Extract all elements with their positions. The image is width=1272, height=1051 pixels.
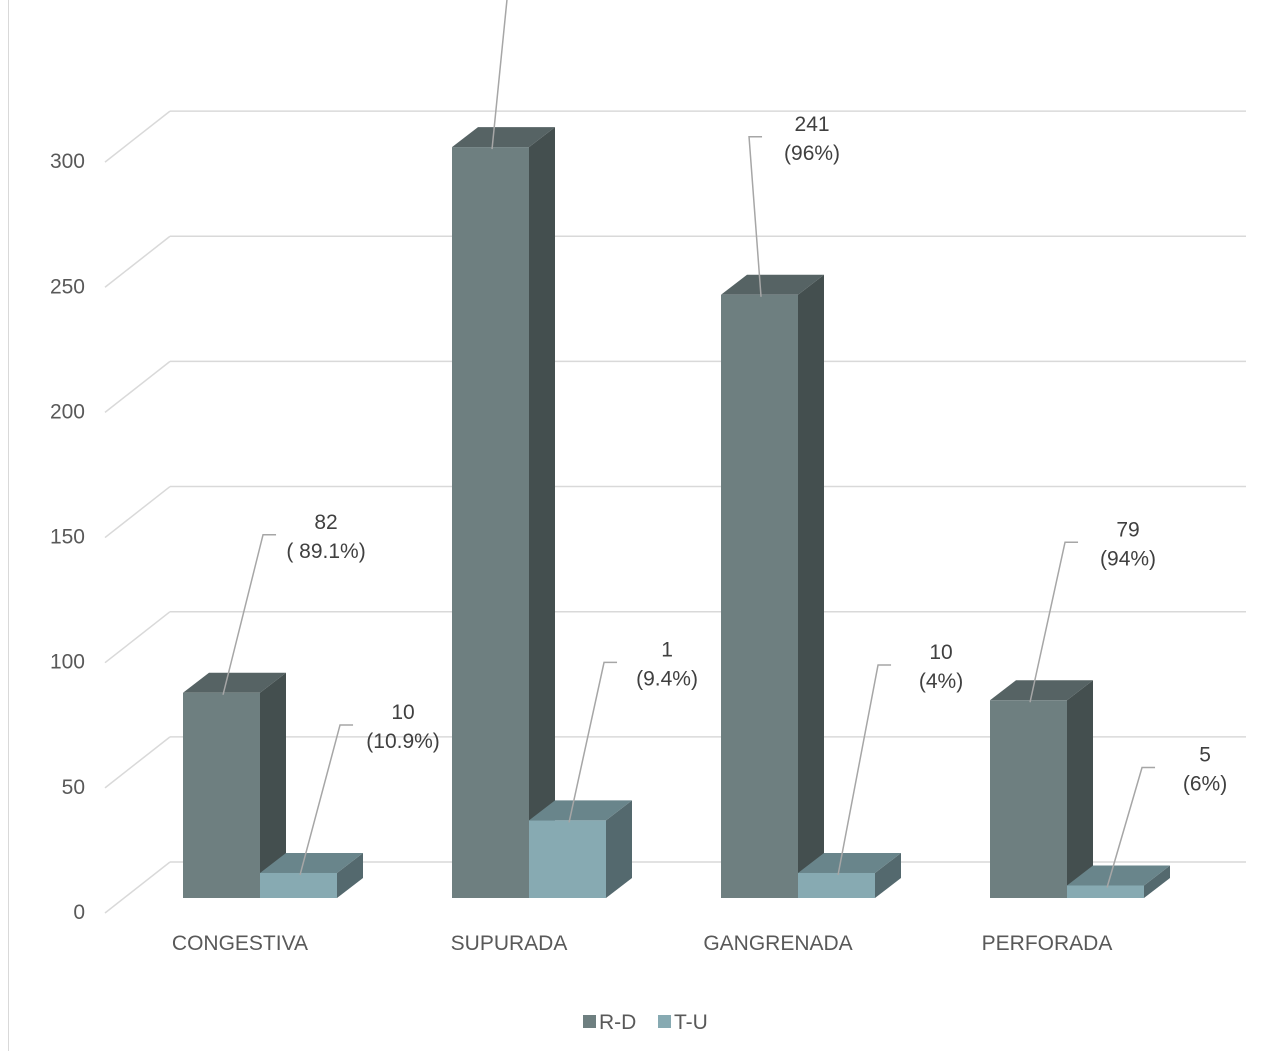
- bar-t-u-congestiva: [260, 872, 337, 898]
- legend-swatch-t-u: [658, 1015, 671, 1028]
- data-label-percent: (10.9%): [366, 730, 440, 753]
- bar-t-u-perforada: [1067, 885, 1144, 898]
- gridline-side-50: [104, 736, 171, 789]
- data-label-percent: (6%): [1183, 772, 1227, 795]
- gridline-side-0: [104, 861, 171, 914]
- data-label-leader: [1029, 541, 1079, 703]
- data-label-leader: [837, 664, 892, 876]
- data-label-value: 241: [795, 113, 830, 136]
- gridline-side-200: [104, 360, 171, 413]
- y-tick-label: 250: [50, 275, 85, 298]
- bar-top-r-d-congestiva: [183, 672, 286, 693]
- bar-side-t-u-perforada: [1144, 865, 1170, 898]
- bar-r-d-gangrenada: [721, 294, 798, 899]
- y-tick-label: 100: [50, 651, 85, 674]
- bar-side-r-d-perforada: [1067, 680, 1093, 898]
- y-tick-label: 50: [62, 776, 85, 799]
- y-tick-label: 200: [50, 400, 85, 423]
- bar-side-t-u-supurada: [606, 800, 632, 898]
- bar-r-d-congestiva: [183, 692, 260, 898]
- bar-side-t-u-gangrenada: [875, 852, 901, 898]
- data-label-value: 82: [314, 511, 337, 534]
- data-label-percent: ( 89.1%): [286, 540, 365, 563]
- x-tick-label: PERFORADA: [982, 932, 1113, 955]
- gridline-side-300: [104, 110, 171, 163]
- bar-top-r-d-supurada: [452, 127, 555, 148]
- data-label-value: 10: [929, 641, 952, 664]
- data-label-percent: (94%): [1100, 547, 1156, 570]
- data-label-leader: [222, 534, 277, 695]
- bar-side-r-d-gangrenada: [798, 274, 824, 899]
- data-label-leader: [491, 0, 508, 150]
- y-tick-label: 0: [73, 901, 85, 924]
- legend-label-t-u: T-U: [674, 1011, 708, 1034]
- data-label-leader: [299, 724, 354, 876]
- bar-side-r-d-supurada: [529, 127, 555, 899]
- y-tick-label: 150: [50, 526, 85, 549]
- legend-swatch-r-d: [583, 1015, 596, 1028]
- x-tick-label: CONGESTIVA: [172, 932, 308, 955]
- bar-top-r-d-gangrenada: [721, 274, 824, 295]
- x-tick-label: GANGRENADA: [703, 932, 852, 955]
- bar-side-r-d-congestiva: [260, 672, 286, 898]
- data-label-leader: [1106, 766, 1156, 888]
- bar-t-u-supurada: [529, 820, 606, 898]
- bar-top-t-u-perforada: [1067, 865, 1170, 886]
- data-label-leader: [568, 661, 618, 823]
- data-label-value: 1: [661, 638, 673, 661]
- data-label-leader: [748, 136, 763, 297]
- bar-top-r-d-perforada: [990, 680, 1093, 701]
- gridline-side-100: [104, 611, 171, 664]
- gridline-side-150: [104, 485, 171, 539]
- bar-top-t-u-gangrenada: [798, 852, 901, 873]
- data-label-value: 79: [1116, 518, 1139, 541]
- bar-side-t-u-congestiva: [337, 852, 363, 898]
- left-border-line: [8, 0, 9, 1051]
- y-tick-label: 300: [50, 150, 85, 173]
- bar-r-d-perforada: [990, 700, 1067, 898]
- data-label-percent: (9.4%): [636, 667, 698, 690]
- data-label-percent: (96%): [784, 142, 840, 165]
- bar-top-t-u-supurada: [529, 800, 632, 821]
- data-label-value: 5: [1199, 743, 1211, 766]
- bar-top-t-u-congestiva: [260, 852, 363, 873]
- legend-label-r-d: R-D: [599, 1011, 636, 1034]
- data-label-value: 10: [391, 701, 414, 724]
- bar-t-u-gangrenada: [798, 872, 875, 898]
- bar-r-d-supurada: [452, 147, 529, 899]
- data-label-percent: (4%): [919, 670, 963, 693]
- gridline-side-250: [104, 235, 171, 288]
- x-tick-label: SUPURADA: [451, 932, 568, 955]
